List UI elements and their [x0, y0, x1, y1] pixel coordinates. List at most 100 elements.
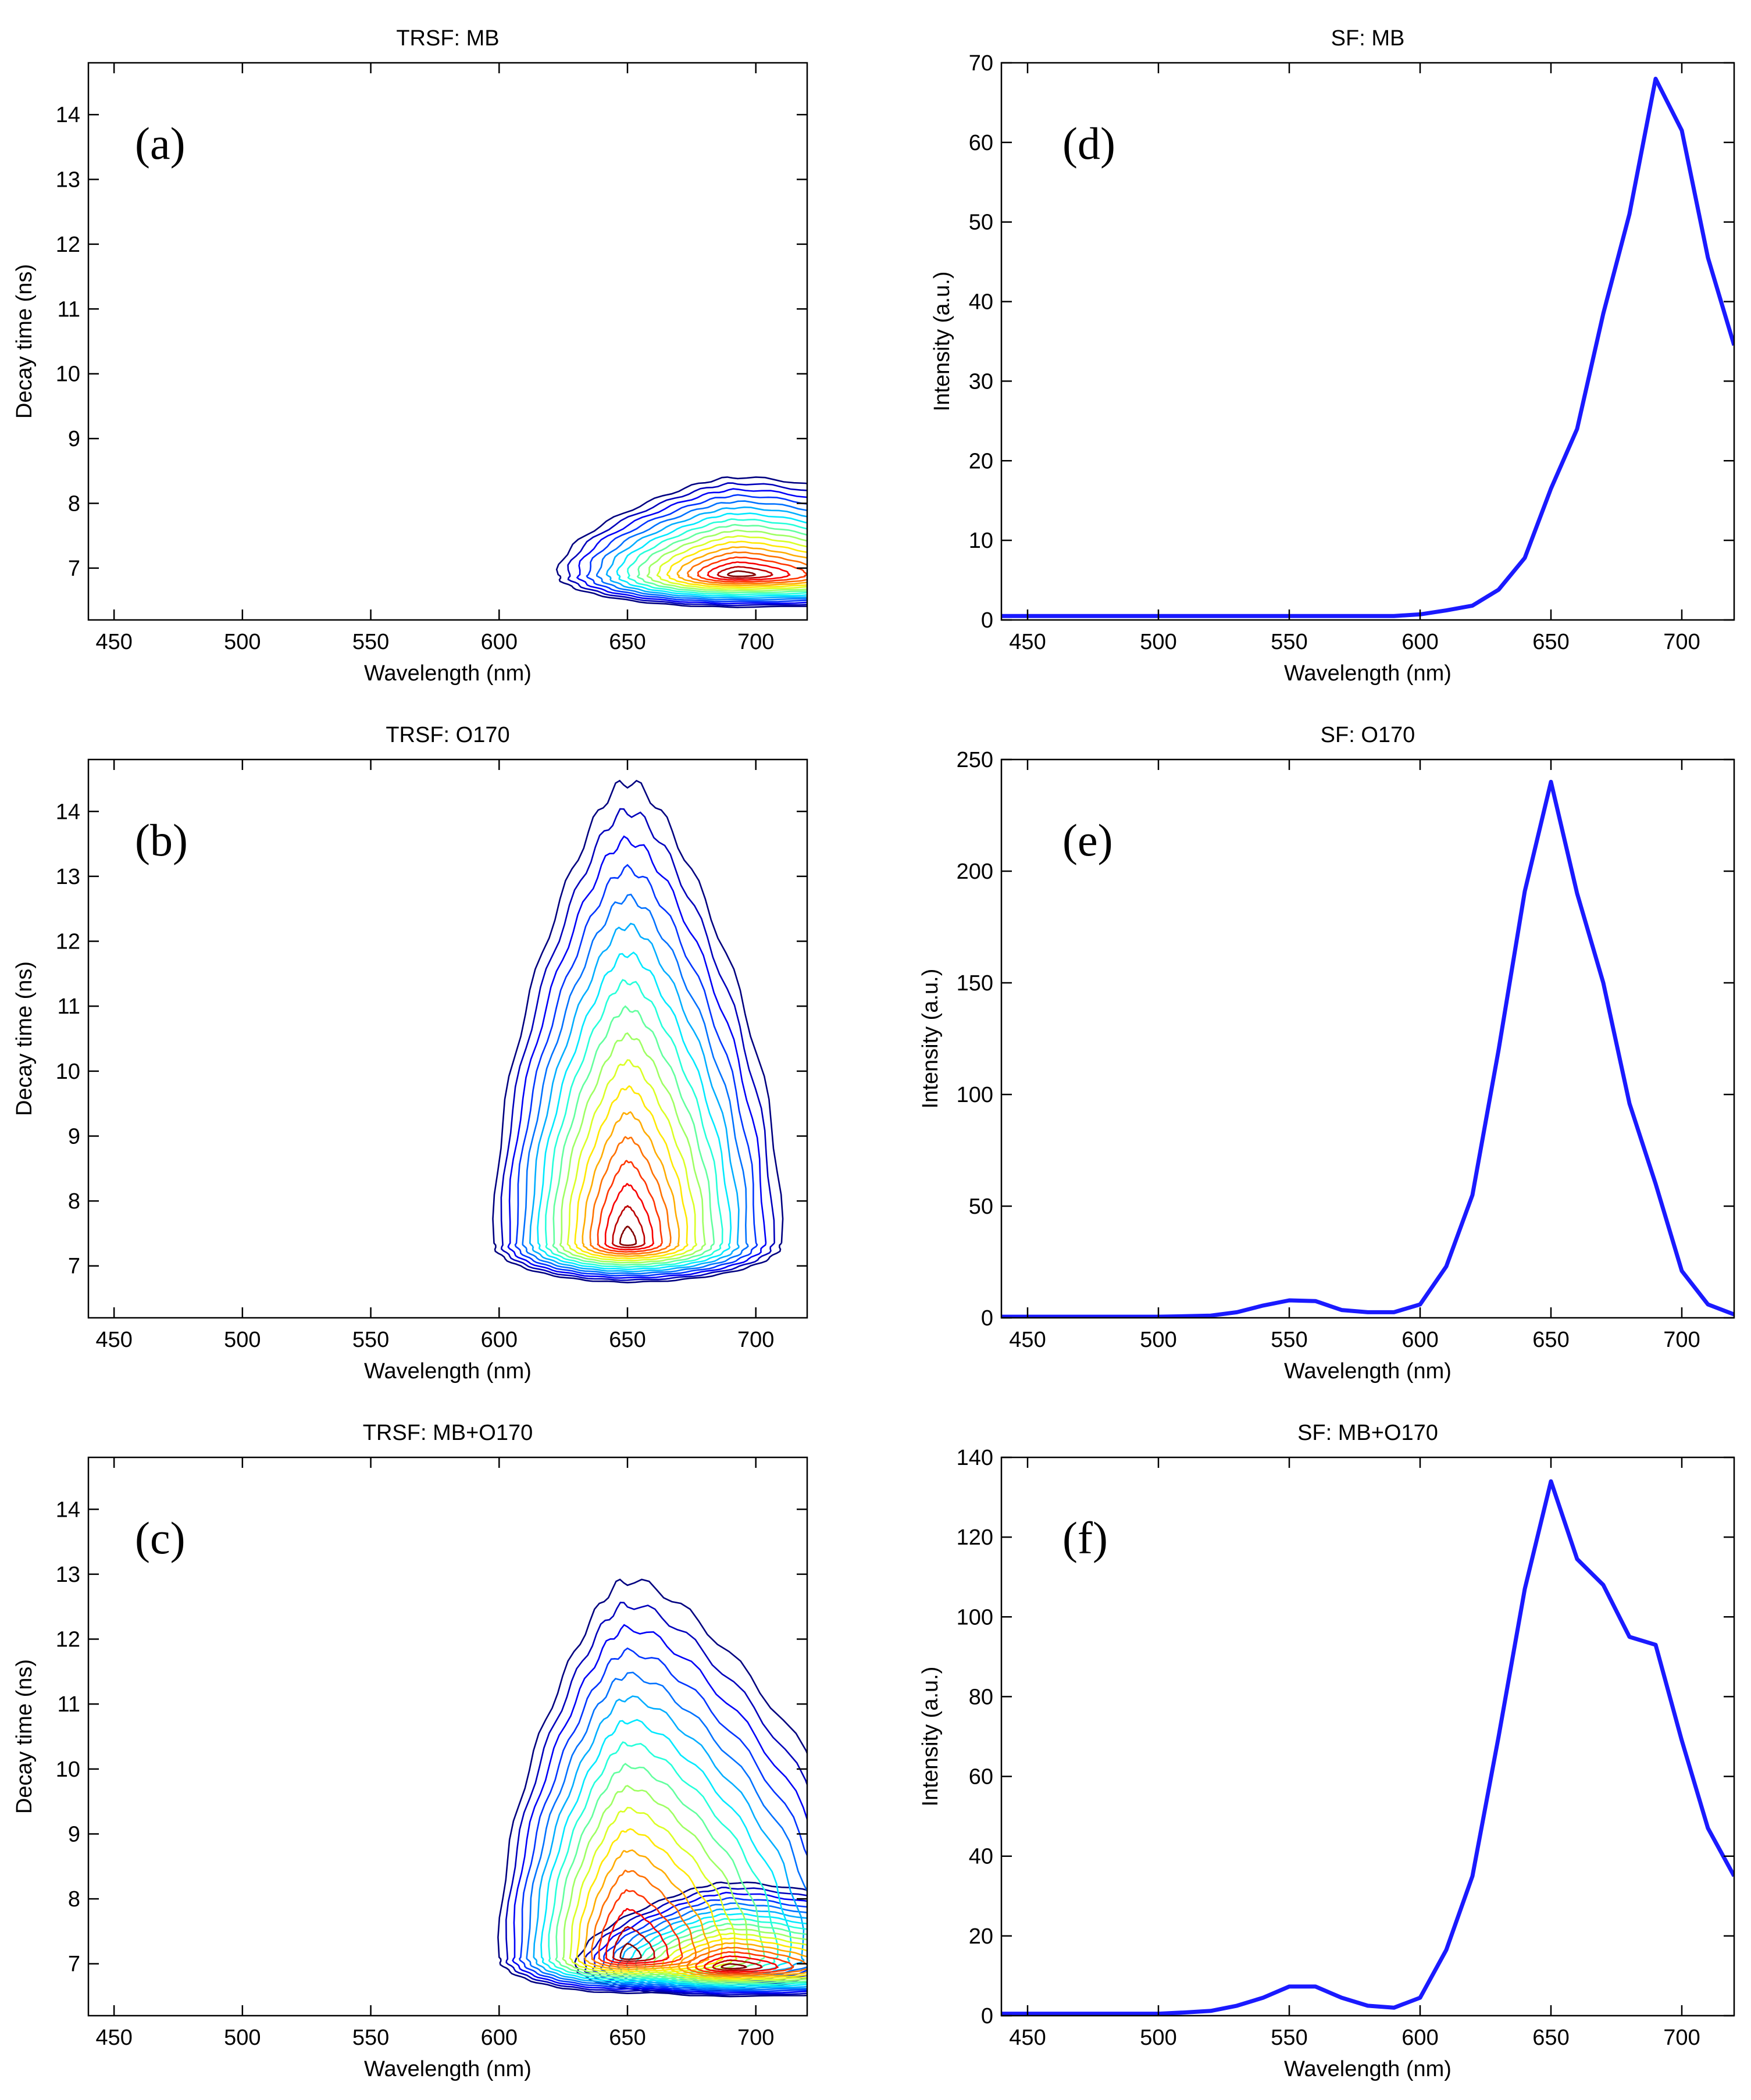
y-tick-label: 8 — [68, 1887, 80, 1912]
x-tick-label: 550 — [1271, 2026, 1307, 2050]
y-tick-label: 7 — [68, 1952, 80, 1977]
contour-level-13 — [677, 1942, 807, 1978]
y-axis-label: Intensity (a.u.) — [918, 1667, 943, 1807]
x-tick-label: 700 — [737, 630, 774, 654]
x-tick-label: 650 — [609, 2026, 646, 2050]
contour-level-4 — [514, 864, 758, 1277]
y-tick-label: 14 — [56, 800, 80, 824]
x-tick-label: 500 — [1140, 2026, 1176, 2050]
contour-level-1 — [492, 779, 784, 1283]
chart-title: SF: O170 — [1321, 723, 1415, 747]
contour-level-1 — [497, 1578, 807, 1995]
contour-level-17 — [716, 566, 773, 579]
contour-level-2 — [500, 808, 775, 1281]
contour-level-3 — [576, 488, 807, 605]
contour-level-14 — [686, 1946, 807, 1976]
contour-level-18 — [619, 1942, 643, 1960]
x-tick-label: 700 — [1663, 2026, 1700, 2050]
contour-level-10 — [559, 1032, 707, 1264]
plot-area — [497, 1578, 807, 1998]
x-tick-label: 550 — [352, 2026, 389, 2050]
contour-level-18 — [721, 1963, 748, 1970]
spectrum-line — [1001, 76, 1734, 618]
y-tick-label: 30 — [969, 369, 993, 394]
axes-frame — [1000, 1456, 1735, 2017]
x-tick-label: 650 — [1532, 630, 1569, 654]
x-tick-label: 600 — [1401, 630, 1438, 654]
y-tick-label: 50 — [969, 1195, 993, 1219]
x-tick-label: 500 — [224, 1328, 261, 1352]
chart-title: TRSF: MB — [396, 26, 499, 51]
contour-level-17 — [612, 1926, 656, 1962]
x-tick-label: 450 — [95, 2026, 132, 2050]
y-axis-label: Intensity (a.u.) — [930, 272, 954, 412]
contour-level-13 — [676, 546, 807, 587]
panel-b: TRSF: O170 450 500 550 600 650 700 7 8 9 10 11 12 13 1… — [12, 723, 808, 1384]
y-tick-label: 0 — [981, 608, 993, 633]
y-tick-label: 150 — [957, 971, 993, 996]
contour-level-13 — [582, 1111, 680, 1257]
x-tick-label: 600 — [481, 1328, 518, 1352]
y-tick-label: 200 — [957, 860, 993, 884]
y-axis-label: Decay time (ns) — [12, 264, 37, 419]
contour-level-12 — [574, 1085, 689, 1260]
contour-level-9 — [552, 1005, 715, 1266]
contour-level-15 — [695, 1951, 794, 1974]
y-axis-label: Decay time (ns) — [12, 961, 37, 1116]
contour-level-16 — [605, 1908, 670, 1964]
y-tick-label: 50 — [969, 211, 993, 235]
y-tick-label: 0 — [981, 2004, 993, 2028]
contour-level-7 — [537, 951, 732, 1271]
y-tick-label: 7 — [68, 1254, 80, 1279]
panel-a: TRSF: MB 450 500 550 600 650 700 7 8 9 10 11 12 13 14 W… — [12, 26, 808, 686]
contour-level-3 — [591, 1891, 807, 1994]
x-tick-label: 450 — [1009, 2026, 1046, 2050]
axes-frame — [87, 62, 808, 621]
x-tick-label: 450 — [95, 1328, 132, 1352]
y-tick-label: 13 — [56, 865, 80, 889]
contour-level-7 — [616, 512, 807, 597]
x-tick-label: 650 — [1532, 2026, 1569, 2050]
x-tick-label: 650 — [1532, 1328, 1569, 1352]
contour-level-8 — [544, 979, 723, 1268]
x-axis-label: Wavelength (nm) — [1284, 2057, 1452, 2081]
panel-letter: (f) — [1062, 1513, 1108, 1563]
panel-f: SF: MB+O170 450 500 550 600 650 700 0 20 40 60 80 10… — [918, 1421, 1735, 2081]
y-tick-label: 20 — [969, 449, 993, 473]
spectrum-line — [1001, 1479, 1734, 2016]
contour-level-17 — [611, 1205, 646, 1249]
axes-frame — [1000, 62, 1735, 621]
x-tick-label: 600 — [1401, 1328, 1438, 1352]
panel-d: SF: MB 450 500 550 600 650 700 0 10 20 30 40 50 60 70 W… — [930, 26, 1735, 686]
y-tick-label: 13 — [56, 168, 80, 192]
x-axis-label: Wavelength (nm) — [364, 2057, 532, 2081]
panel-letter: (e) — [1062, 815, 1113, 865]
x-tick-label: 500 — [1140, 1328, 1176, 1352]
contour-level-8 — [627, 518, 807, 596]
x-tick-label: 500 — [224, 2026, 261, 2050]
y-tick-label: 100 — [957, 1083, 993, 1107]
y-tick-label: 250 — [957, 748, 993, 772]
contour-level-14 — [590, 1869, 697, 1969]
contour-level-18 — [726, 570, 757, 577]
contour-level-15 — [697, 556, 807, 583]
x-tick-label: 500 — [1140, 630, 1176, 654]
contour-level-11 — [659, 1933, 807, 1981]
contour-level-4 — [586, 494, 807, 602]
contour-level-10 — [646, 529, 807, 592]
panel-letter: (c) — [135, 1513, 186, 1563]
panel-letter: (d) — [1062, 118, 1115, 169]
chart-title: TRSF: O170 — [386, 723, 509, 747]
contour-level-1 — [555, 476, 807, 608]
y-tick-label: 80 — [969, 1685, 993, 1709]
contour-level-8 — [548, 1741, 779, 1980]
y-tick-label: 100 — [957, 1605, 993, 1630]
panel-letter: (a) — [135, 118, 186, 169]
contour-level-9 — [555, 1763, 765, 1978]
y-tick-label: 40 — [969, 1845, 993, 1869]
contour-level-17 — [712, 1959, 763, 1971]
y-tick-label: 13 — [56, 1563, 80, 1587]
contour-level-5 — [596, 500, 807, 601]
x-tick-label: 700 — [1663, 630, 1700, 654]
